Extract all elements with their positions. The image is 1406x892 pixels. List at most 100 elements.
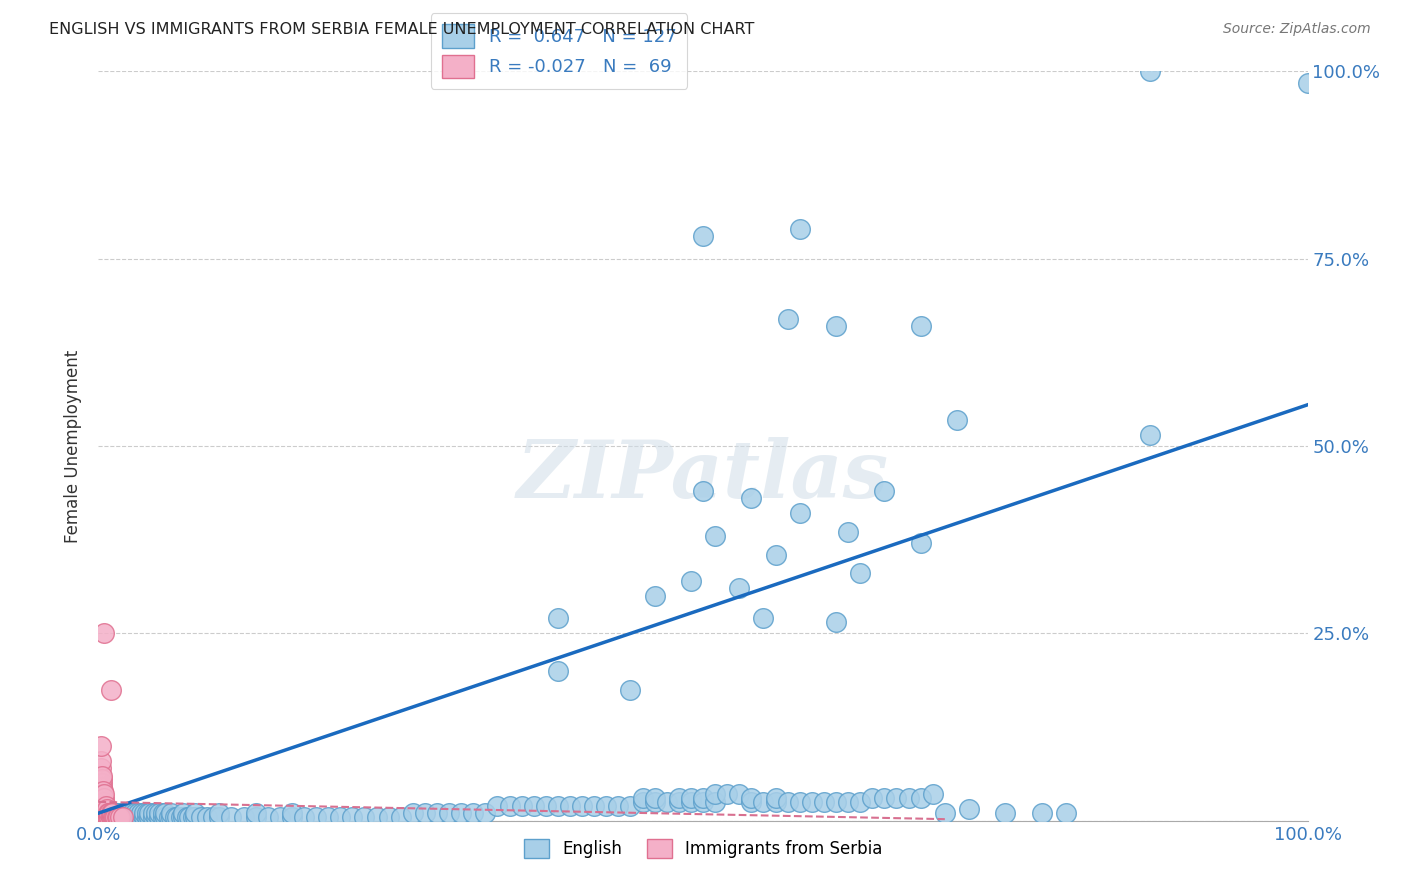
Immigrants from Serbia [105,810,128,824]
Legend: English, Immigrants from Serbia: English, Immigrants from Serbia [517,832,889,864]
English [910,319,932,334]
Immigrants from Serbia [94,802,117,816]
Immigrants from Serbia [93,791,115,805]
English [668,795,690,809]
English [886,791,908,805]
English [93,806,115,821]
English [547,611,569,625]
English [437,806,460,821]
Immigrants from Serbia [93,626,115,640]
Immigrants from Serbia [93,798,115,813]
English [121,810,143,824]
English [607,798,630,813]
English [765,795,787,809]
English [644,589,666,603]
Immigrants from Serbia [94,810,117,824]
English [692,229,714,244]
English [135,806,157,821]
Immigrants from Serbia [91,783,114,797]
Immigrants from Serbia [97,810,120,824]
English [281,806,304,821]
English [740,795,762,809]
English [994,806,1017,821]
Y-axis label: Female Unemployment: Female Unemployment [65,350,83,542]
English [534,798,557,813]
Immigrants from Serbia [91,798,114,813]
Immigrants from Serbia [100,806,122,821]
English [157,810,180,824]
English [96,810,118,824]
Immigrants from Serbia [93,806,115,821]
Immigrants from Serbia [100,810,122,824]
English [957,802,980,816]
English [679,574,702,588]
English [704,795,727,809]
English [813,795,835,809]
English [208,810,231,824]
English [910,791,932,805]
English [118,806,141,821]
English [111,806,134,821]
English [825,319,848,334]
English [190,810,212,824]
English [108,810,131,824]
Immigrants from Serbia [91,802,114,816]
Immigrants from Serbia [91,798,114,813]
English [114,806,136,821]
English [160,810,183,824]
English [644,791,666,805]
English [1054,806,1077,821]
English [124,806,146,821]
Immigrants from Serbia [90,791,112,805]
English [152,810,174,824]
English [101,806,124,821]
Immigrants from Serbia [90,761,112,775]
English [134,806,156,821]
English [486,798,509,813]
English [172,810,194,824]
English [145,806,167,821]
English [179,810,201,824]
English [101,810,124,824]
English [96,802,118,816]
Immigrants from Serbia [107,810,129,824]
English [98,806,121,821]
Text: Source: ZipAtlas.com: Source: ZipAtlas.com [1223,22,1371,37]
Immigrants from Serbia [98,806,121,821]
English [789,221,811,235]
English [692,483,714,498]
English [269,810,291,824]
English [1031,806,1053,821]
English [153,806,176,821]
English [94,802,117,816]
English [765,791,787,805]
English [910,536,932,550]
English [704,529,727,543]
English [97,810,120,824]
English [547,798,569,813]
Immigrants from Serbia [100,682,122,697]
English [776,311,799,326]
English [825,615,848,629]
English [837,525,859,540]
English [860,791,883,805]
English [789,795,811,809]
English [94,806,117,821]
English [245,806,267,821]
English [402,806,425,821]
Immigrants from Serbia [90,769,112,783]
English [138,806,160,821]
English [107,810,129,824]
Immigrants from Serbia [91,810,114,824]
English [1296,76,1319,90]
Immigrants from Serbia [91,791,114,805]
Immigrants from Serbia [90,810,112,824]
Immigrants from Serbia [91,783,114,797]
English [668,791,690,805]
English [523,798,546,813]
English [129,806,152,821]
English [118,810,141,824]
Text: ZIPatlas: ZIPatlas [517,437,889,515]
Immigrants from Serbia [90,754,112,768]
English [114,810,136,824]
